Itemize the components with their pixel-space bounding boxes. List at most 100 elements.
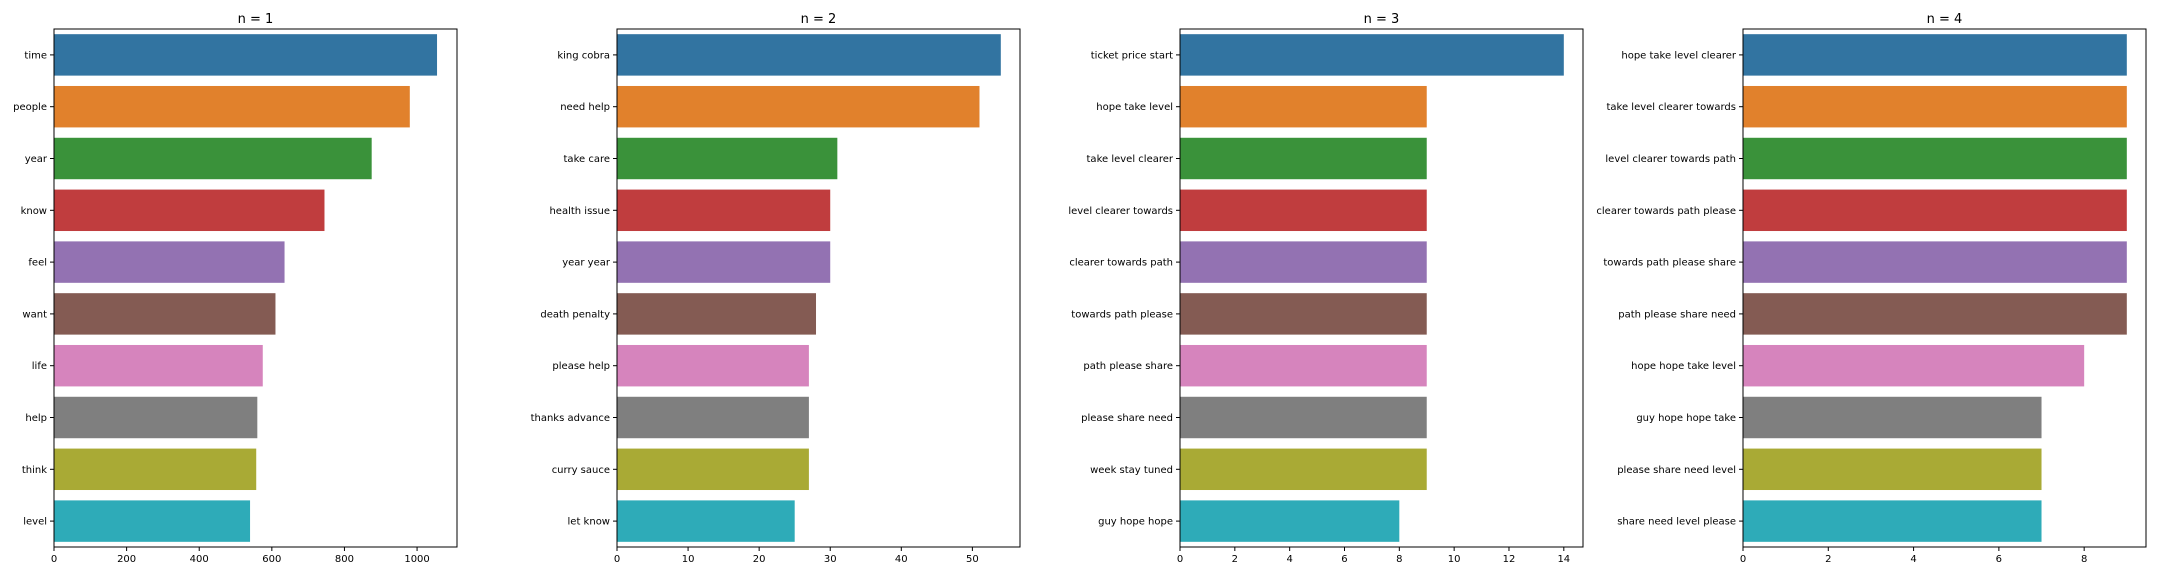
- bar-towards-path-please-share: [1743, 241, 2127, 283]
- bar-path-please-share: [1180, 344, 1427, 387]
- x-tick-label: 200: [117, 554, 136, 565]
- bar-year-year: [617, 241, 831, 283]
- bar-need-help: [617, 85, 980, 128]
- axes-frame: [1179, 28, 1584, 548]
- x-tick-label: 4: [1910, 554, 1916, 565]
- category-label: feel: [28, 258, 47, 269]
- category-label: hope take level clearer: [1621, 50, 1737, 61]
- x-tick-label: 800: [335, 554, 354, 565]
- chart-title: n = 1: [238, 12, 274, 27]
- category-label: guy hope hope: [1098, 517, 1173, 528]
- x-tick-label: 4: [1286, 554, 1292, 565]
- subplot-2: n = 2 king cobra need help take care health …: [531, 12, 1021, 565]
- x-tick-label: 8: [2081, 554, 2087, 565]
- bar-hope-hope-take-level: [1743, 344, 2085, 387]
- x-tick-label: 10: [1448, 554, 1461, 565]
- x-tick-label: 400: [190, 554, 209, 565]
- category-label: clearer towards path please: [1596, 206, 1736, 217]
- chart-title: n = 4: [1927, 12, 1963, 27]
- bar-let-know: [617, 500, 795, 542]
- x-tick-label: 14: [1557, 554, 1570, 565]
- bar-take-care: [617, 137, 838, 180]
- category-label: life: [32, 361, 47, 372]
- subplot-4: n = 4 hope take level clearer take level c…: [1596, 12, 2147, 565]
- category-label: know: [21, 206, 47, 217]
- bar-please-share-need: [1180, 396, 1427, 439]
- category-label: please share need level: [1617, 465, 1736, 476]
- category-label: share need level please: [1617, 517, 1736, 528]
- bar-take-level-clearer: [1180, 137, 1427, 180]
- chart-title: n = 3: [1364, 12, 1400, 27]
- x-tick-label: 0: [1177, 554, 1183, 565]
- category-label: please help: [552, 361, 610, 372]
- category-label: think: [22, 465, 47, 476]
- bar-guy-hope-hope-take: [1743, 396, 2042, 439]
- category-label: path please share need: [1618, 309, 1736, 320]
- category-label: year: [25, 154, 48, 165]
- chart-title: n = 2: [801, 12, 837, 27]
- x-tick-label: 0: [614, 554, 620, 565]
- category-label: take level clearer towards: [1606, 102, 1736, 113]
- bar-please-help: [617, 344, 809, 387]
- category-label: guy hope hope take: [1636, 413, 1736, 424]
- bar-guy-hope-hope: [1180, 500, 1400, 542]
- axes-frame: [616, 28, 1021, 548]
- subplot-3: n = 3 ticket price start hope take level ta…: [1068, 12, 1584, 565]
- category-label: king cobra: [557, 50, 610, 61]
- bar-thanks-advance: [617, 396, 809, 439]
- category-label: towards path please share: [1603, 258, 1736, 269]
- x-tick-label: 20: [753, 554, 766, 565]
- category-label: path please share: [1083, 361, 1173, 372]
- x-tick-label: 30: [824, 554, 837, 565]
- category-label: thanks advance: [531, 413, 610, 424]
- bar-life: [54, 344, 263, 387]
- bar-death-penalty: [617, 293, 817, 335]
- bar-ticket-price-start: [1180, 34, 1564, 76]
- category-label: please share need: [1081, 413, 1173, 424]
- bar-time: [54, 34, 438, 76]
- axes-frame: [1742, 28, 2147, 548]
- bar-week-stay-tuned: [1180, 448, 1427, 491]
- category-label: hope take level: [1096, 102, 1173, 113]
- bar-level-clearer-towards: [1180, 189, 1427, 232]
- bar-health-issue: [617, 189, 831, 232]
- bar-level-clearer-towards-path: [1743, 137, 2127, 180]
- category-label: let know: [568, 517, 610, 528]
- category-label: time: [24, 50, 47, 61]
- category-label: level clearer towards path: [1605, 154, 1736, 165]
- category-label: hope hope take level: [1631, 361, 1736, 372]
- x-tick-label: 2: [1825, 554, 1831, 565]
- category-label: level: [23, 517, 47, 528]
- category-label: help: [25, 413, 47, 424]
- category-label: week stay tuned: [1090, 465, 1173, 476]
- bar-know: [54, 189, 325, 232]
- axes-frame: [53, 28, 458, 548]
- bar-level: [54, 500, 251, 542]
- x-tick-label: 600: [262, 554, 281, 565]
- bar-people: [54, 85, 410, 128]
- x-tick-label: 50: [966, 554, 979, 565]
- x-tick-label: 1000: [404, 554, 429, 565]
- x-tick-label: 40: [895, 554, 908, 565]
- bar-feel: [54, 241, 285, 283]
- bar-clearer-towards-path-please: [1743, 189, 2127, 232]
- category-label: people: [13, 102, 47, 113]
- bar-help: [54, 396, 258, 439]
- bar-year: [54, 137, 372, 180]
- category-label: year year: [562, 258, 611, 269]
- x-tick-label: 6: [1341, 554, 1347, 565]
- category-label: need help: [560, 102, 610, 113]
- bar-think: [54, 448, 257, 491]
- bar-please-share-need-level: [1743, 448, 2042, 491]
- category-label: curry sauce: [552, 465, 610, 476]
- bar-king-cobra: [617, 34, 1001, 76]
- bar-towards-path-please: [1180, 293, 1427, 335]
- category-label: death penalty: [540, 309, 610, 320]
- category-label: towards path please: [1071, 309, 1173, 320]
- bar-share-need-level-please: [1743, 500, 2042, 542]
- bar-hope-take-level: [1180, 85, 1427, 128]
- x-tick-label: 2: [1232, 554, 1238, 565]
- category-label: take care: [564, 154, 610, 165]
- category-label: ticket price start: [1091, 50, 1173, 61]
